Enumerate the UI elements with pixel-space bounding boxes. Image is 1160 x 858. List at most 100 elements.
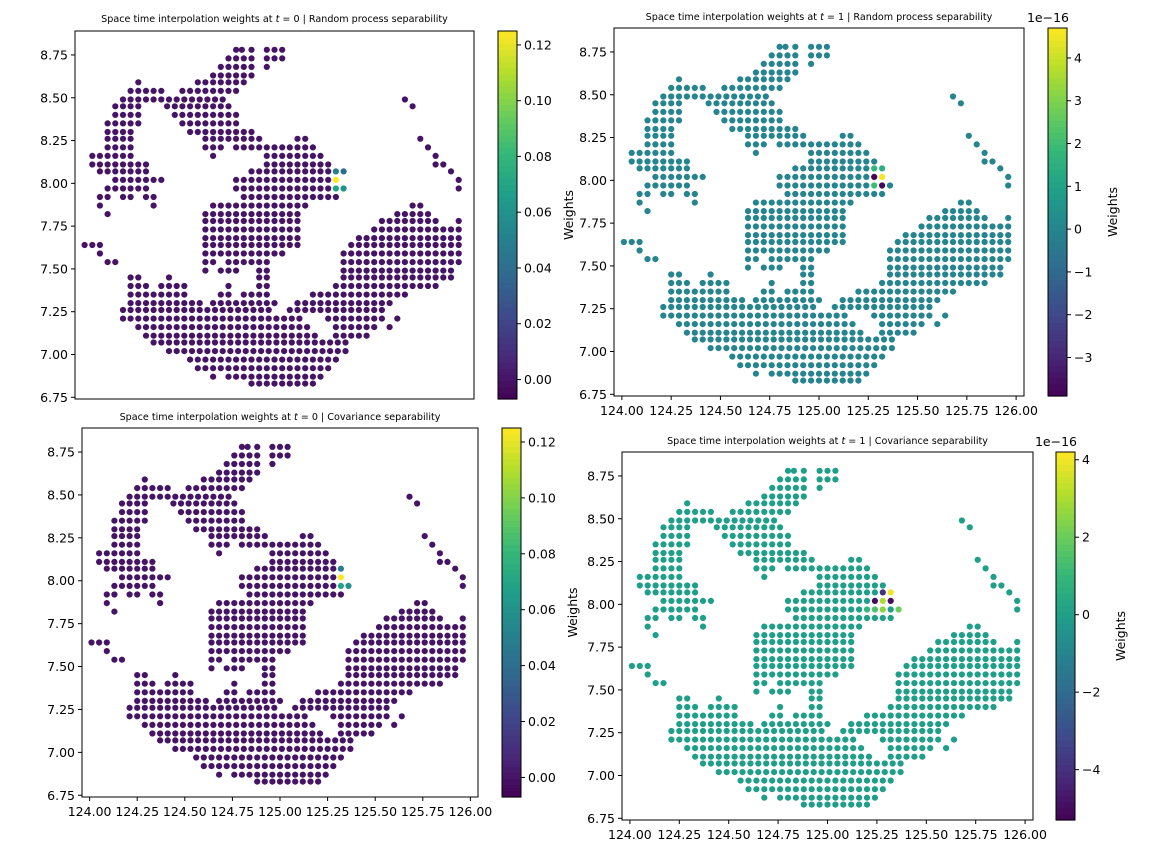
data-point bbox=[737, 541, 744, 548]
data-point bbox=[440, 274, 447, 281]
data-point bbox=[302, 161, 309, 168]
data-point bbox=[879, 727, 886, 735]
data-point bbox=[776, 223, 783, 230]
data-point bbox=[417, 235, 424, 242]
data-point bbox=[818, 753, 825, 760]
data-point bbox=[332, 324, 339, 331]
data-point bbox=[887, 745, 894, 752]
data-point bbox=[299, 632, 306, 639]
data-point bbox=[910, 271, 917, 278]
colorbar-gradient-band bbox=[1048, 365, 1067, 373]
data-point bbox=[840, 565, 847, 572]
data-point bbox=[761, 493, 768, 500]
data-point bbox=[998, 688, 1005, 695]
data-point bbox=[871, 614, 879, 622]
data-point bbox=[217, 87, 224, 94]
data-point bbox=[816, 606, 823, 613]
data-point bbox=[383, 648, 390, 655]
data-point bbox=[981, 149, 988, 156]
data-point bbox=[808, 353, 815, 360]
data-point bbox=[417, 267, 424, 274]
colorbar-gradient-band bbox=[502, 501, 521, 509]
data-point bbox=[903, 703, 910, 711]
data-point bbox=[763, 769, 770, 776]
x-tick-label: 125.00 bbox=[806, 827, 850, 842]
data-point bbox=[204, 324, 211, 331]
data-point bbox=[368, 713, 375, 720]
data-point bbox=[731, 321, 738, 328]
data-point bbox=[707, 345, 714, 352]
data-point bbox=[127, 96, 134, 103]
data-point bbox=[172, 721, 179, 729]
data-point bbox=[768, 199, 775, 206]
data-point-highlight bbox=[332, 168, 339, 175]
data-point bbox=[271, 176, 278, 183]
data-point bbox=[250, 339, 257, 346]
data-point bbox=[839, 165, 846, 172]
data-point bbox=[126, 508, 133, 516]
data-point bbox=[982, 662, 989, 670]
data-point bbox=[459, 648, 466, 655]
data-point bbox=[731, 297, 738, 304]
data-point bbox=[261, 574, 268, 581]
data-point bbox=[119, 315, 127, 322]
data-point bbox=[219, 315, 226, 322]
data-point bbox=[360, 648, 367, 655]
data-point bbox=[254, 754, 261, 761]
data-point bbox=[762, 336, 769, 343]
data-point bbox=[150, 306, 157, 314]
data-point bbox=[927, 703, 934, 711]
data-point bbox=[286, 168, 293, 175]
data-point bbox=[644, 182, 651, 189]
data-point bbox=[340, 306, 347, 314]
data-point bbox=[776, 264, 783, 271]
data-point bbox=[304, 324, 311, 331]
data-point bbox=[231, 648, 238, 655]
data-point bbox=[299, 533, 306, 540]
data-point bbox=[816, 632, 823, 639]
data-point bbox=[398, 648, 405, 655]
colorbar-gradient-band bbox=[1056, 783, 1075, 790]
data-point bbox=[216, 632, 223, 639]
data-point bbox=[263, 365, 270, 372]
data-point bbox=[668, 524, 675, 531]
data-point bbox=[254, 689, 261, 696]
data-point bbox=[327, 348, 334, 355]
data-point bbox=[911, 671, 918, 678]
data-point bbox=[240, 193, 247, 201]
data-point bbox=[217, 721, 225, 729]
data-point bbox=[118, 550, 126, 557]
data-point bbox=[691, 190, 698, 198]
data-point bbox=[322, 689, 329, 696]
data-point bbox=[668, 173, 675, 180]
data-point bbox=[943, 656, 950, 663]
data-point bbox=[276, 443, 284, 450]
data-point bbox=[839, 132, 846, 139]
x-tick-label: 125.00 bbox=[797, 403, 841, 418]
data-point bbox=[895, 745, 902, 752]
data-point bbox=[164, 713, 171, 720]
data-point bbox=[777, 638, 784, 646]
data-point bbox=[112, 128, 119, 136]
data-point bbox=[421, 533, 428, 540]
data-point bbox=[211, 332, 219, 339]
data-point bbox=[242, 306, 249, 314]
colorbar-gradient-band bbox=[502, 434, 521, 441]
data-point bbox=[644, 623, 651, 630]
data-point bbox=[276, 558, 284, 566]
data-point bbox=[824, 614, 831, 622]
data-point bbox=[692, 589, 699, 596]
data-point bbox=[840, 589, 847, 596]
data-point bbox=[760, 223, 767, 230]
data-point bbox=[754, 336, 762, 343]
data-point bbox=[444, 665, 451, 672]
data-point bbox=[847, 165, 854, 172]
data-point bbox=[325, 185, 332, 192]
data-point bbox=[839, 173, 846, 180]
data-point bbox=[691, 173, 698, 180]
data-point bbox=[1006, 589, 1013, 596]
data-point bbox=[269, 697, 276, 705]
data-point bbox=[307, 697, 314, 705]
colorbar-gradient-band bbox=[502, 489, 521, 497]
data-point bbox=[668, 312, 675, 319]
